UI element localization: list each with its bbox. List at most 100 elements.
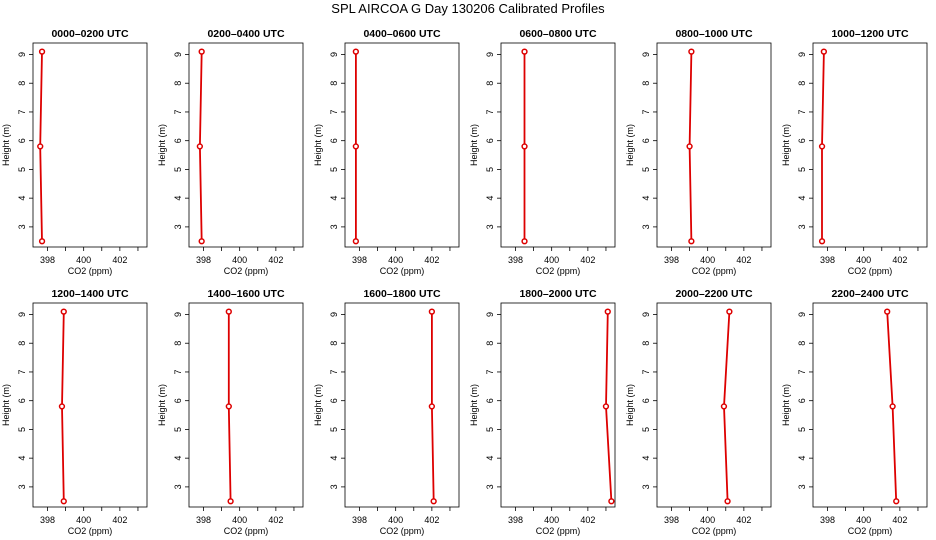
chart-panel-3: 0400–0600 UTC 398 400 402 3 4 5 6 7 8 9 CO2 (ppm) He… [313, 28, 460, 276]
data-point [521, 48, 528, 55]
x-tick-label: 402 [580, 515, 595, 525]
x-tick-label: 398 [352, 255, 367, 265]
data-point [196, 143, 204, 150]
y-tick-label: 9 [329, 52, 339, 57]
y-tick-label: 4 [173, 456, 183, 461]
y-tick-label: 6 [797, 398, 807, 403]
x-tick-label: 398 [664, 255, 679, 265]
y-tick-label: 6 [329, 138, 339, 143]
x-tick-label: 402 [892, 255, 907, 265]
panel-title: 0400–0600 UTC [363, 28, 440, 40]
x-tick-label: 398 [196, 515, 211, 525]
chart-panel-1: 0000–0200 UTC 398 400 402 3 4 5 6 7 8 9 CO2 (ppm) He… [1, 28, 148, 276]
x-tick-label: 400 [388, 515, 403, 525]
y-axis-label: Height (m) [313, 124, 323, 166]
x-tick-label: 400 [232, 255, 247, 265]
x-tick-label: 402 [424, 515, 439, 525]
y-tick-label: 5 [797, 167, 807, 172]
y-tick-label: 6 [329, 398, 339, 403]
y-tick-label: 3 [485, 224, 495, 229]
y-tick-label: 9 [173, 312, 183, 317]
y-tick-label: 4 [329, 196, 339, 201]
x-axis-label: CO2 (ppm) [692, 266, 737, 276]
y-tick-label: 9 [17, 312, 27, 317]
x-tick-label: 402 [580, 255, 595, 265]
y-tick-label: 7 [641, 369, 651, 374]
y-tick-label: 8 [17, 341, 27, 346]
data-point [58, 403, 66, 410]
y-axis-label: Height (m) [1, 124, 11, 166]
x-tick-label: 398 [40, 255, 55, 265]
x-axis-label: CO2 (ppm) [536, 526, 581, 536]
y-tick-label: 8 [173, 81, 183, 86]
chart-panel-6: 1000–1200 UTC 398 400 402 3 4 5 6 7 8 9 CO2 (ppm) He… [781, 28, 928, 276]
data-point [726, 308, 733, 315]
y-axis-label: Height (m) [1, 384, 11, 426]
x-tick-label: 400 [856, 515, 871, 525]
data-point [602, 403, 610, 410]
panel-title: 1400–1600 UTC [207, 288, 284, 300]
x-tick-label: 400 [76, 255, 91, 265]
y-axis-label: Height (m) [469, 384, 479, 426]
chart-panel-8: 1400–1600 UTC 398 400 402 3 4 5 6 7 8 9 CO2 (ppm) He… [157, 288, 304, 536]
y-tick-label: 4 [641, 196, 651, 201]
x-axis-label: CO2 (ppm) [848, 526, 893, 536]
chart-panel-4: 0600–0800 UTC 398 400 402 3 4 5 6 7 8 9 CO2 (ppm) He… [469, 28, 616, 276]
y-tick-label: 6 [485, 398, 495, 403]
x-tick-label: 400 [544, 255, 559, 265]
y-tick-label: 7 [17, 369, 27, 374]
y-tick-label: 6 [641, 398, 651, 403]
y-axis-label: Height (m) [625, 124, 635, 166]
data-point [686, 143, 693, 150]
y-tick-label: 5 [485, 167, 495, 172]
x-axis-label: CO2 (ppm) [224, 266, 269, 276]
y-tick-label: 9 [485, 52, 495, 57]
y-axis-label: Height (m) [157, 384, 167, 426]
y-tick-label: 4 [329, 456, 339, 461]
y-tick-label: 5 [641, 167, 651, 172]
data-point [688, 238, 695, 245]
x-tick-label: 402 [112, 515, 127, 525]
plot-frame [32, 42, 148, 248]
x-tick-label: 402 [268, 255, 283, 265]
y-tick-label: 6 [173, 398, 183, 403]
x-tick-label: 402 [112, 255, 127, 265]
y-tick-label: 7 [641, 109, 651, 114]
y-tick-label: 5 [329, 167, 339, 172]
y-tick-label: 5 [173, 167, 183, 172]
data-point [521, 238, 528, 245]
x-tick-label: 398 [508, 515, 523, 525]
y-axis-label: Height (m) [469, 124, 479, 166]
y-tick-label: 9 [797, 312, 807, 317]
y-tick-label: 4 [17, 196, 27, 201]
data-point [820, 48, 828, 55]
data-point [818, 238, 826, 245]
x-axis-label: CO2 (ppm) [380, 266, 425, 276]
y-tick-label: 8 [173, 341, 183, 346]
y-tick-label: 3 [797, 224, 807, 229]
chart-panel-9: 1600–1800 UTC 398 400 402 3 4 5 6 7 8 9 CO2 (ppm) He… [313, 288, 460, 536]
x-axis-label: CO2 (ppm) [848, 266, 893, 276]
y-tick-label: 4 [485, 196, 495, 201]
plot-frame [344, 42, 460, 248]
y-tick-label: 9 [485, 312, 495, 317]
data-point [352, 238, 360, 245]
data-point [889, 403, 896, 410]
y-tick-label: 9 [797, 52, 807, 57]
x-axis-label: CO2 (ppm) [380, 526, 425, 536]
x-tick-label: 400 [700, 255, 715, 265]
x-tick-label: 398 [820, 515, 835, 525]
data-point [352, 143, 360, 150]
x-axis-label: CO2 (ppm) [224, 526, 269, 536]
y-tick-label: 4 [797, 196, 807, 201]
y-tick-label: 8 [329, 81, 339, 86]
y-tick-label: 6 [641, 138, 651, 143]
chart-panel-7: 1200–1400 UTC 398 400 402 3 4 5 6 7 8 9 CO2 (ppm) He… [1, 288, 148, 536]
y-axis-label: Height (m) [157, 124, 167, 166]
chart-panel-10: 1800–2000 UTC 398 400 402 3 4 5 6 7 8 9 CO2 (ppm) He… [469, 288, 616, 536]
data-point [38, 48, 46, 55]
y-tick-label: 6 [797, 138, 807, 143]
x-tick-label: 400 [544, 515, 559, 525]
panel-title: 0600–0800 UTC [519, 28, 596, 40]
x-axis-label: CO2 (ppm) [536, 266, 581, 276]
